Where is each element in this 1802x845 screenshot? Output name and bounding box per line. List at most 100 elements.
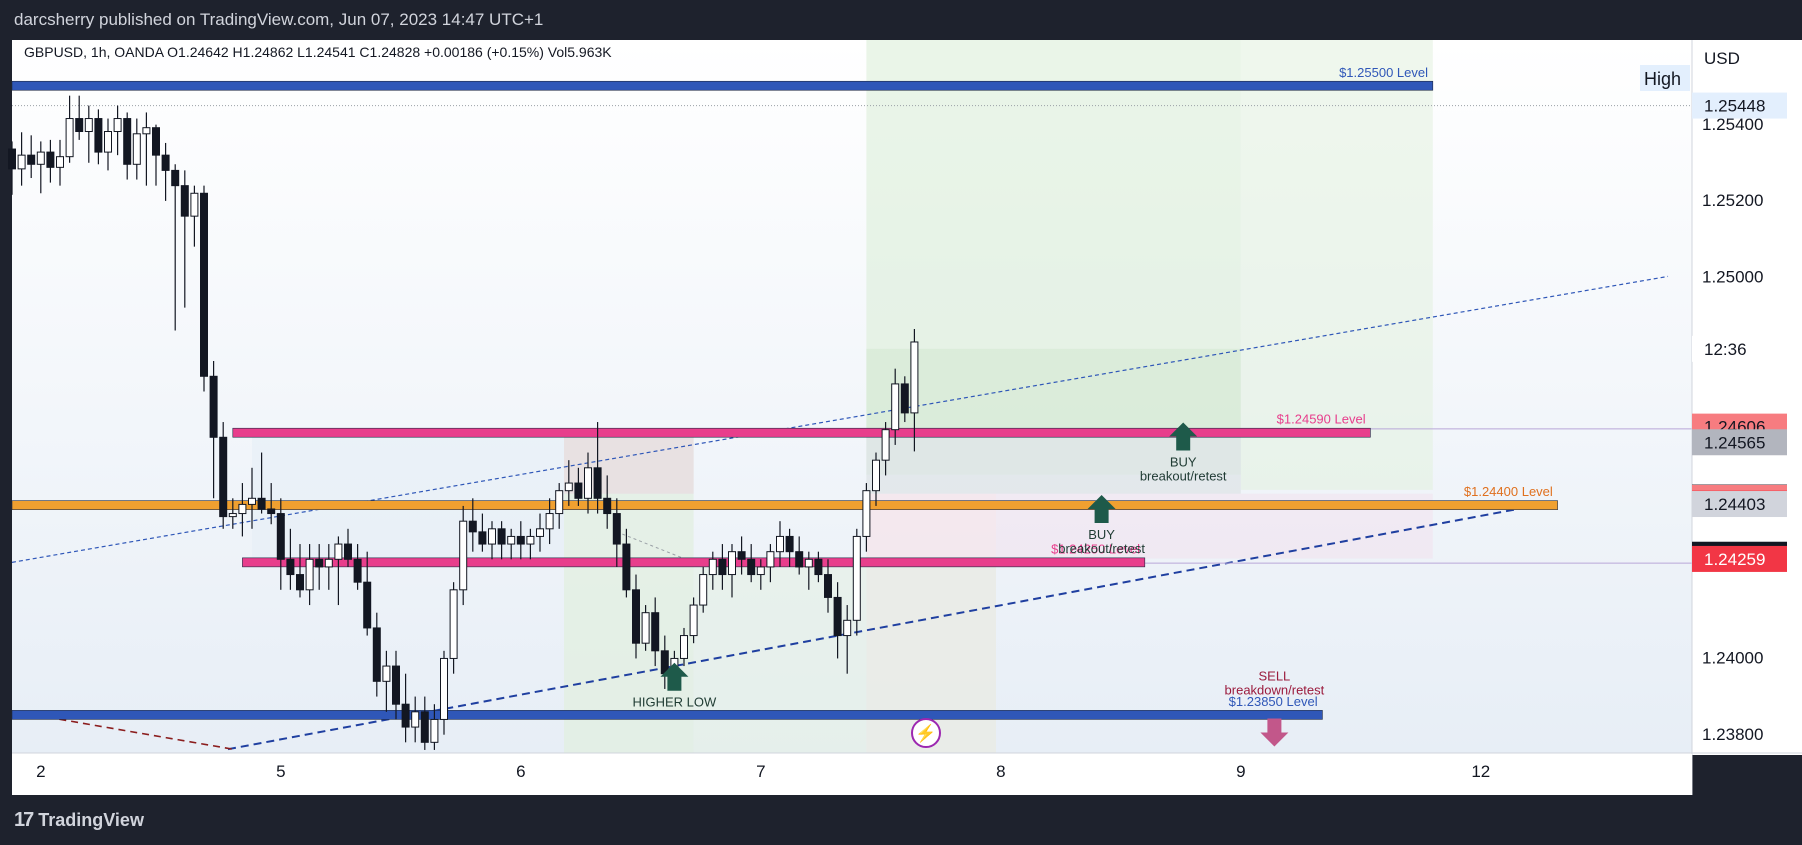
price-badge-label: 1.24259 [1704,550,1765,569]
high-label: High [1644,69,1681,89]
annotation-text: breakdown/retest [1225,683,1325,698]
candle-body [468,520,477,533]
up-arrow-icon [1169,422,1198,451]
candle-body [804,558,813,568]
price-badge-label: 12:36 [1704,340,1747,359]
price-badge-label: 1.24565 [1704,433,1765,452]
candle-body [488,528,496,545]
price-badge-label: 1.24403 [1704,495,1765,514]
price-tick-label: 1.23800 [1702,725,1763,744]
candle-body [507,535,516,545]
candle-body [449,589,458,659]
candle-body [248,497,256,505]
candle-body [257,497,266,510]
price-tick-label: 1.25000 [1702,267,1763,286]
level-label: $1.24250 Level [1051,541,1140,556]
candle-body [372,627,381,682]
highlight-zone [866,40,1241,475]
level-label: $1.24400 Level [1464,484,1553,499]
candle-body [747,558,756,576]
candle-body [132,133,141,165]
candle-body [536,528,544,537]
candle-body [344,543,352,560]
candle-body [363,581,372,629]
tradingview-logo[interactable]: 17 TradingView [14,809,144,832]
candle-body [353,558,362,583]
up-arrow-icon [1087,494,1116,523]
candle-body [699,574,708,606]
candle-body [315,558,324,568]
time-axis-ticks: 2 5 6 7 8 9 12 [36,762,1490,781]
candle-body [852,535,861,621]
candle-body [641,612,650,644]
candle-body [574,482,583,499]
highlight-zone [564,428,694,494]
candle-body [478,531,487,545]
annotations: BUYbreakout/retestBUYbreakout/retestSELL… [633,422,1325,747]
candle-body [152,127,160,156]
time-axis-panel [12,754,1692,795]
price-badge-bg [1692,491,1787,518]
time-tick-label: 6 [516,762,525,781]
lightning-icon[interactable]: ⚡ [911,718,941,748]
symbol-line: GBPUSD, 1h, OANDA O1.24642 H1.24862 L1.2… [24,44,612,60]
candle-body [497,528,506,545]
candle-body [94,118,103,153]
candle-body [459,520,468,591]
annotation-text: BUY [1088,527,1115,542]
candle-body [200,192,208,377]
annotation-text: BUY [1170,455,1197,470]
price-badge: 1.24259 [1692,545,1787,572]
price-badge: 1.24403 [1692,491,1787,518]
candle-body [411,711,420,728]
candle-body [8,148,16,170]
time-tick-label: 9 [1236,762,1245,781]
candle-body [324,558,333,568]
footer: 17 TradingView [0,795,1802,845]
highlight-zones [252,40,1433,753]
price-badges: 1.2544812:361.246061.245651.244201.24419… [1692,92,1787,572]
level-label: $1.25500 Level [1339,65,1428,80]
highlight-zone [1240,40,1433,490]
candle-body [36,151,45,165]
candle-body [862,490,871,537]
candle-body [708,558,717,576]
candle-body [104,131,112,153]
candle-body [833,596,842,637]
candle-body [900,383,909,414]
publisher-header: darcsherry published on TradingView.com,… [0,0,1802,40]
price-badge-bg [1692,92,1787,119]
candle-body [161,154,170,171]
time-tick-label: 5 [276,762,285,781]
annotation-text: HIGHER LOW [633,695,718,710]
candle-body [17,154,26,170]
candle-body [756,566,765,576]
price-badge-bg [1692,429,1787,456]
level-label: $1.24590 Level [1277,412,1366,427]
price-axis-ticks: 1.254001.252001.250001.248001.240001.238… [1702,115,1763,744]
level-band [242,557,1146,568]
candle-body [56,156,64,168]
candle-body [766,551,775,568]
candle-body [334,543,343,560]
price-axis-panel [1692,40,1802,755]
candle-body [785,535,794,553]
candle-body [814,558,823,576]
candle-body [843,619,852,637]
candle-body [84,118,93,133]
annotation-text: SELL [1258,669,1290,684]
candle-body [718,558,727,576]
chart[interactable]: $1.25500 Level $1.24590 Level $1.24400 Lev… [0,40,1802,795]
candle-body [286,558,295,576]
price-badge: 1.25448 [1692,92,1787,119]
currency-label: USD [1704,49,1740,68]
candle-body [526,535,535,545]
brand-label: TradingView [38,810,144,830]
time-tick-label: 12 [1471,762,1490,781]
candle-body [209,375,218,438]
candle-body [584,467,592,499]
candle-body [555,490,564,515]
level-label: $1.23850 Level [1229,694,1318,709]
candle-body [27,154,36,165]
